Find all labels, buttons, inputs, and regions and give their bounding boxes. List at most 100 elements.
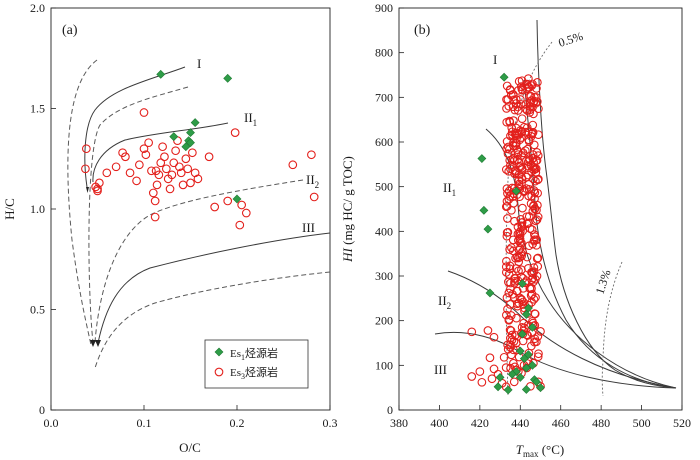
panel-a-points [81,69,319,230]
es3-data-point [125,168,135,178]
es3-data-point [527,268,537,277]
es1-data-point [532,377,541,387]
es3-data-point [527,167,536,176]
es3-data-point [508,155,517,164]
es3-data-point [309,192,319,202]
es3-data-point [526,97,535,107]
es1-data-point [483,224,493,234]
es3-data-point [467,372,477,381]
es1-data-point [181,142,191,152]
es3-data-point [529,277,538,287]
es3-data-point [169,158,179,168]
es3-data-point [502,231,512,241]
es3-data-point [230,128,240,137]
es3-data-point [509,95,519,105]
es3-data-point [512,252,522,262]
es1-data-point [186,128,195,138]
panel-b-y-tick-label: 400 [375,224,393,238]
es3-data-point [516,162,525,172]
es3-data-point [467,327,477,337]
es3-data-point [519,323,529,333]
panel-b-x-tick-label: 380 [390,416,408,430]
es3-data-point [527,225,537,235]
es3-data-point [520,146,530,156]
es3-data-point [527,96,536,105]
panel-a-legend: Es1烃源岩 Es3烃源岩 [204,339,309,389]
es3-data-point [517,238,526,248]
es3-data-point [504,288,514,298]
es3-data-point [514,176,524,186]
es3-data-point [121,152,130,162]
panel-a-y-tick-label: 2.0 [30,1,45,15]
es3-data-point [517,222,527,232]
es3-data-point [502,228,512,237]
es3-data-point [501,262,511,272]
es3-data-point [499,352,509,362]
panel-b-y-tick-label: 800 [375,46,393,60]
es3-data-point [536,327,545,336]
es3-data-point [502,310,511,320]
es1-data-point [515,372,525,382]
panel-b-x-axis-label: Tmax (°C) [516,442,565,459]
panel-b-zone-label-iii: III [434,362,447,377]
panel-a-type-ii1-upper-boundary [88,86,189,343]
panel-a-zone-label-iii: III [302,220,315,235]
es3-data-point [111,162,121,172]
es3-data-point [514,236,523,245]
es1-data-point [521,385,531,394]
panel-b-y-tick-label: 200 [375,314,393,328]
es3-data-point [533,253,543,263]
es3-data-point [167,170,177,180]
es3-data-point [148,188,158,198]
es3-data-point [504,315,514,325]
es1-data-point [223,73,233,83]
es3-data-point [505,245,515,254]
es3-data-point [135,160,144,170]
es3-data-point [504,166,514,176]
es3-data-point [506,340,515,349]
es3-data-point [489,332,499,342]
panel-b-zone-label-i: I [493,52,497,67]
es3-data-point [505,261,515,271]
legend-circle-marker [214,367,224,377]
panel-b-y-tick-label: 500 [375,180,393,194]
es3-data-point [528,127,538,137]
es3-data-point [503,142,513,152]
panel-b-zone-label-ii2: II2 [438,293,451,311]
es3-data-point [307,150,316,160]
es3-data-point [489,364,499,374]
panel-a-type-i-curve [84,66,186,188]
es3-data-point [158,142,167,152]
es1-data-point [507,369,517,379]
es3-data-point [530,204,540,213]
es3-data-point [509,377,519,387]
panel-b-x-tick-label: 440 [511,416,529,430]
es3-data-point [522,80,532,89]
es1-data-point [479,205,489,215]
es1-data-point [232,194,242,204]
es3-data-point [523,144,533,154]
es3-data-point [530,274,540,284]
legend-item-es1: Es1烃源岩 [230,346,278,362]
es1-data-point [169,132,179,142]
panel-b-x-tick-label: 420 [471,416,489,430]
es3-data-point [181,154,191,164]
panel-b-x-tick-label: 500 [633,416,651,430]
panel-a-type-ii1-curve [92,122,229,183]
es3-data-point [507,243,516,253]
es1-data-point [503,385,513,395]
es3-data-point [477,377,487,387]
es3-data-point [188,148,197,158]
es1-data-point [519,354,529,364]
legend-item-es3: Es3烃源岩 [230,365,278,381]
es3-data-point [533,262,543,271]
es3-data-point [507,330,517,340]
es3-data-point [102,168,112,178]
es3-data-point [515,161,524,171]
panel-a-arrow-icon [86,187,89,193]
es3-data-point [529,140,539,150]
es3-data-point [210,202,220,212]
es3-data-point [485,353,495,363]
panel-b: (b) 380 400 420 440 460 480 500 520 0 100 200 300 4… [340,1,691,459]
